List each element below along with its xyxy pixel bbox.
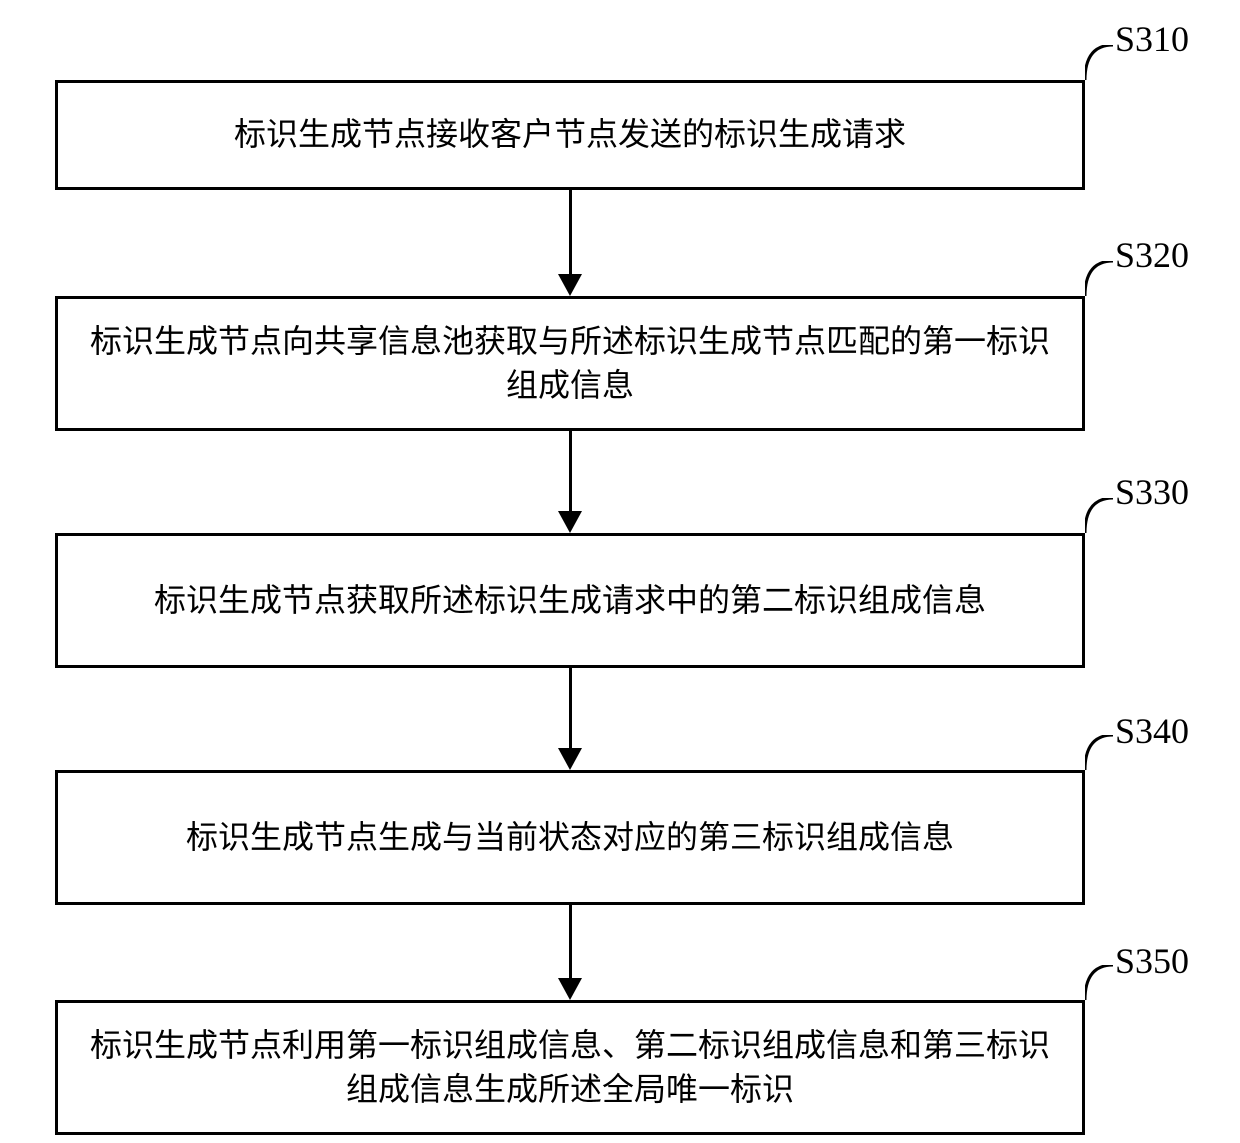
callout-curve-s340	[1085, 735, 1123, 780]
step-text: 标识生成节点获取所述标识生成请求中的第二标识组成信息	[154, 579, 986, 622]
step-label-s330: S330	[1115, 471, 1189, 513]
arrow-head-2	[558, 511, 582, 533]
step-text: 标识生成节点生成与当前状态对应的第三标识组成信息	[186, 816, 954, 859]
arrow-line-3	[569, 668, 572, 748]
step-box-s330: 标识生成节点获取所述标识生成请求中的第二标识组成信息	[55, 533, 1085, 668]
callout-curve-s330	[1085, 498, 1123, 543]
arrow-line-2	[569, 431, 572, 511]
step-box-s310: 标识生成节点接收客户节点发送的标识生成请求	[55, 80, 1085, 190]
step-box-s320: 标识生成节点向共享信息池获取与所述标识生成节点匹配的第一标识组成信息	[55, 296, 1085, 431]
step-label-s340: S340	[1115, 710, 1189, 752]
step-text: 标识生成节点利用第一标识组成信息、第二标识组成信息和第三标识组成信息生成所述全局…	[88, 1024, 1052, 1110]
callout-curve-s350	[1085, 965, 1123, 1010]
step-text: 标识生成节点向共享信息池获取与所述标识生成节点匹配的第一标识组成信息	[88, 320, 1052, 406]
arrow-line-4	[569, 905, 572, 978]
flowchart-canvas: 标识生成节点接收客户节点发送的标识生成请求 S310 标识生成节点向共享信息池获取与…	[0, 0, 1240, 1143]
callout-curve-s310	[1085, 45, 1123, 90]
step-label-s350: S350	[1115, 940, 1189, 982]
arrow-head-4	[558, 978, 582, 1000]
arrow-line-1	[569, 190, 572, 274]
step-label-s310: S310	[1115, 18, 1189, 60]
step-box-s350: 标识生成节点利用第一标识组成信息、第二标识组成信息和第三标识组成信息生成所述全局…	[55, 1000, 1085, 1135]
callout-curve-s320	[1085, 261, 1123, 306]
arrow-head-3	[558, 748, 582, 770]
step-text: 标识生成节点接收客户节点发送的标识生成请求	[234, 113, 906, 156]
step-label-s320: S320	[1115, 234, 1189, 276]
step-box-s340: 标识生成节点生成与当前状态对应的第三标识组成信息	[55, 770, 1085, 905]
arrow-head-1	[558, 274, 582, 296]
